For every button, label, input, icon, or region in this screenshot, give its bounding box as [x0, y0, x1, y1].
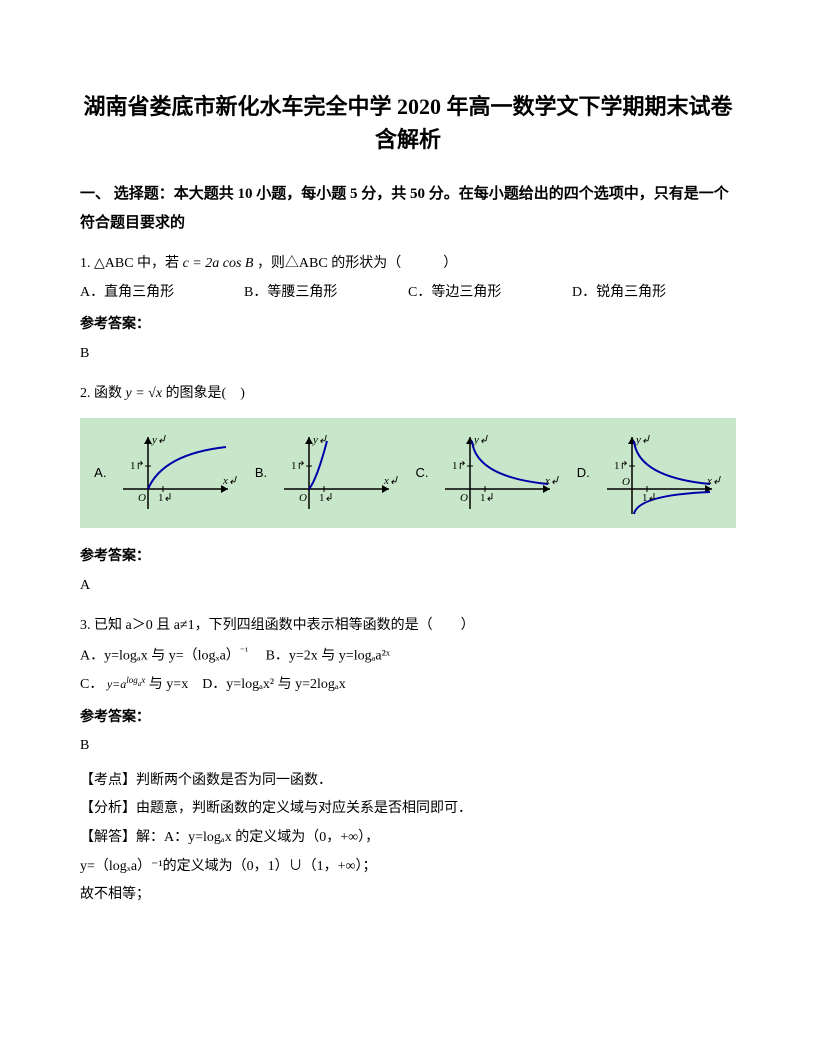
svg-text:x↲: x↲ — [706, 475, 721, 487]
q3-answer: B — [80, 733, 736, 760]
q2-suffix: 的图象是( ) — [166, 386, 245, 401]
q3-optA-sup: ⁻¹ — [240, 646, 248, 657]
q2-labelB: B. — [255, 461, 267, 486]
q2-labelA: A. — [94, 461, 106, 486]
q1-optD: D．锐角三角形 — [572, 280, 736, 307]
page-title: 湖南省娄底市新化水车完全中学 2020 年高一数学文下学期期末试卷含解析 — [80, 90, 736, 156]
q1-answer-label: 参考答案： — [80, 312, 736, 339]
graph-A-svg: O 1↲ 1↱ y↲ x↲ — [108, 429, 238, 517]
q3-exp4: y=（logₓa）⁻¹的定义域为（0，1）∪（1，+∞）； — [80, 854, 736, 881]
svg-text:x↲: x↲ — [222, 475, 237, 487]
svg-text:O: O — [138, 492, 146, 504]
section-heading: 一、 选择题：本大题共 10 小题，每小题 5 分，共 50 分。在每小题给出的… — [80, 180, 736, 237]
q3-optC-formula: y=alogax — [107, 677, 145, 691]
q1-options: A．直角三角形 B．等腰三角形 C．等边三角形 D．锐角三角形 — [80, 280, 736, 307]
svg-text:y↲: y↲ — [635, 434, 650, 446]
svg-text:1↱: 1↱ — [291, 460, 306, 472]
question-2: 2. 函数 y = √x 的图象是( ) A. O 1↲ 1↱ y↲ x↲ B — [80, 381, 736, 599]
svg-text:1↱: 1↱ — [130, 460, 145, 472]
q1-optC: C．等边三角形 — [408, 280, 572, 307]
svg-text:y↲: y↲ — [473, 434, 488, 446]
q3-optsAB: A．y=logₐx 与 y=（logₓa）⁻¹ B．y=2x 与 y=logₐa… — [80, 642, 736, 670]
q3-optsCD: C． y=alogax 与 y=x D．y=logₐx² 与 y=2logₐx — [80, 672, 736, 699]
q1-suffix: ，则△ABC 的形状为（ ） — [257, 256, 457, 271]
q3-exp3: 【解答】解：A：y=logₐx 的定义域为（0，+∞）， — [80, 825, 736, 852]
q2-labelC: C. — [415, 461, 428, 486]
svg-text:1↲: 1↲ — [480, 492, 495, 504]
graph-B-svg: O 1↲ 1↱ y↲ x↲ — [269, 429, 399, 517]
q2-stem: 2. 函数 y = √x 的图象是( ) — [80, 381, 736, 408]
q2-answer-label: 参考答案： — [80, 544, 736, 571]
q3-optC-pre: C． — [80, 677, 103, 692]
graph-D-svg: O 1↲ 1↱ y↲ x↲ — [592, 429, 722, 517]
q3-optA-pre: A．y=logₐx 与 y=（logₓa） — [80, 648, 240, 663]
q1-stem: 1. △ABC 中，若 c = 2a cos B ，则△ABC 的形状为（ ） — [80, 251, 736, 278]
svg-text:1↱: 1↱ — [452, 460, 467, 472]
q2-prefix: 2. 函数 — [80, 386, 126, 401]
svg-text:1↲: 1↲ — [319, 492, 334, 504]
svg-text:1↱: 1↱ — [614, 460, 629, 472]
q3-line1: 3. 已知 a＞0 且 a≠1，下列四组函数中表示相等函数的是（ ） — [80, 613, 736, 640]
svg-text:x↲: x↲ — [544, 475, 559, 487]
svg-text:1↲: 1↲ — [158, 492, 173, 504]
q1-answer: B — [80, 341, 736, 368]
svg-text:O: O — [622, 476, 630, 488]
q2-labelD: D. — [577, 461, 590, 486]
q2-answer: A — [80, 573, 736, 600]
q2-graphD: D. O 1↲ 1↱ y↲ x↲ — [577, 429, 722, 517]
q1-optB: B．等腰三角形 — [244, 280, 408, 307]
svg-text:x↲: x↲ — [383, 475, 398, 487]
q2-graphC: C. O 1↲ 1↱ y↲ x↲ — [415, 429, 560, 517]
svg-text:1↲: 1↲ — [642, 492, 657, 504]
q1-prefix: 1. △ABC 中，若 — [80, 256, 183, 271]
q3-exp5: 故不相等； — [80, 882, 736, 909]
q3-optB: B．y=2x 与 y=logₐa²ˣ — [252, 648, 390, 663]
q3-exp2: 【分析】由题意，判断函数的定义域与对应关系是否相同即可． — [80, 796, 736, 823]
q1-formula: c = 2a cos B — [183, 256, 254, 271]
q2-graph-options: A. O 1↲ 1↱ y↲ x↲ B. — [80, 418, 736, 528]
q3-answer-label: 参考答案： — [80, 705, 736, 732]
question-1: 1. △ABC 中，若 c = 2a cos B ，则△ABC 的形状为（ ） … — [80, 251, 736, 367]
q3-exp1: 【考点】判断两个函数是否为同一函数． — [80, 768, 736, 795]
q2-graphB: B. O 1↲ 1↱ y↲ x↲ — [255, 429, 399, 517]
svg-text:O: O — [299, 492, 307, 504]
svg-text:y↲: y↲ — [151, 434, 166, 446]
svg-text:O: O — [460, 492, 468, 504]
graph-C-svg: O 1↲ 1↱ y↲ x↲ — [430, 429, 560, 517]
q2-graphA: A. O 1↲ 1↱ y↲ x↲ — [94, 429, 238, 517]
q3-optC-post: 与 y=x D．y=logₐx² 与 y=2logₐx — [149, 677, 346, 692]
question-3: 3. 已知 a＞0 且 a≠1，下列四组函数中表示相等函数的是（ ） A．y=l… — [80, 613, 736, 909]
q1-optA: A．直角三角形 — [80, 280, 244, 307]
q2-formula: y = √x — [126, 386, 163, 401]
svg-text:y↲: y↲ — [312, 434, 327, 446]
